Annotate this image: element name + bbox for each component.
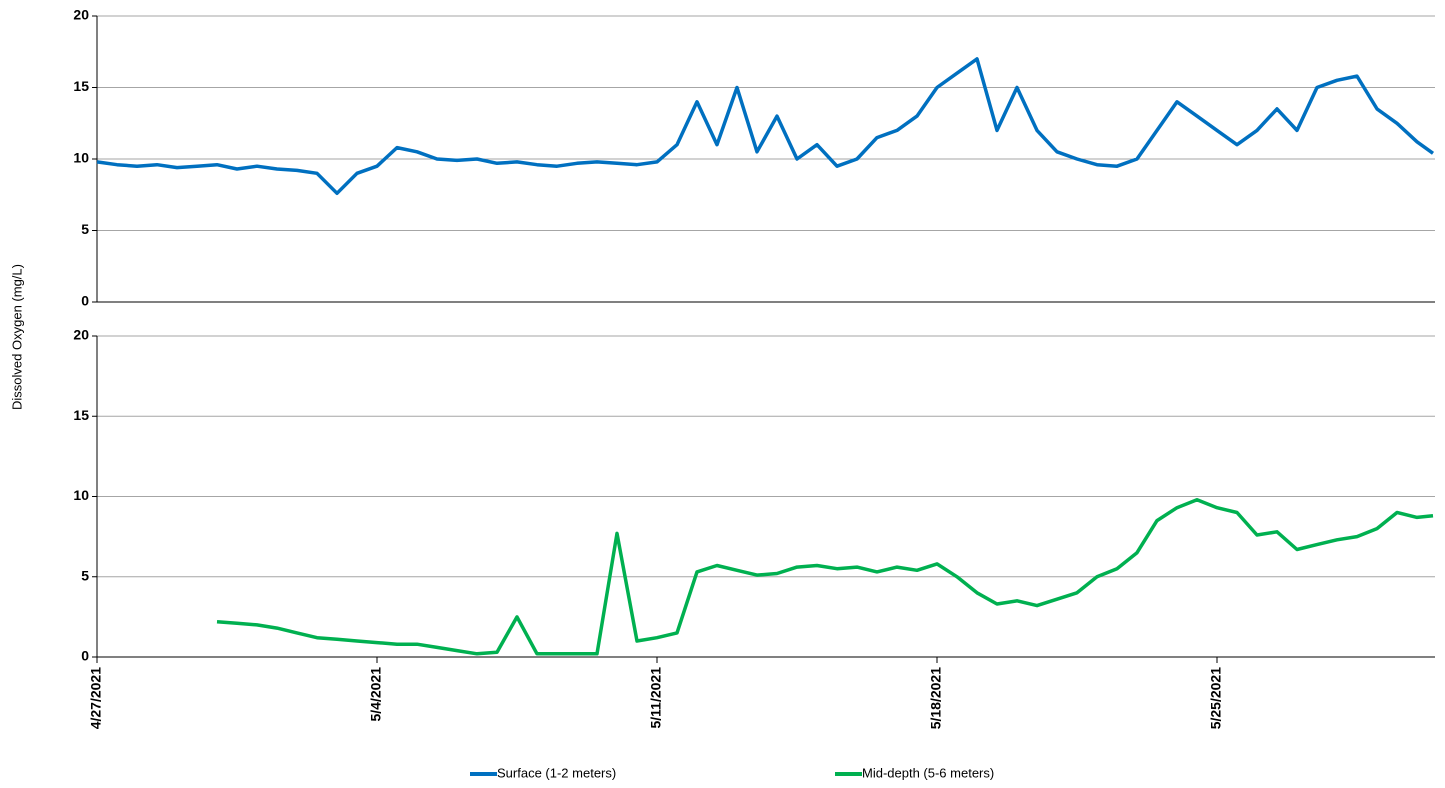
y-tick-label: 10 [73, 487, 89, 503]
y-axis-label: Dissolved Oxygen (mg/L) [9, 264, 24, 410]
y-tick-label: 5 [81, 221, 89, 237]
x-tick-label: 4/27/2021 [88, 667, 104, 729]
x-tick-label: 5/4/2021 [368, 667, 384, 722]
series-line [216, 497, 1434, 656]
y-tick-label: 20 [73, 7, 89, 23]
series-line [96, 57, 1435, 196]
y-tick-label: 0 [81, 293, 89, 309]
x-tick-label: 5/25/2021 [1208, 667, 1224, 729]
y-tick-label: 10 [73, 150, 89, 166]
y-tick-label: 15 [73, 78, 89, 94]
x-tick-label: 5/11/2021 [648, 667, 664, 729]
y-tick-label: 0 [81, 648, 89, 664]
y-tick-label: 5 [81, 567, 89, 583]
y-tick-label: 20 [73, 327, 89, 343]
x-tick-label: 5/18/2021 [928, 667, 944, 729]
y-tick-label: 15 [73, 407, 89, 423]
legend-label: Mid-depth (5-6 meters) [862, 765, 994, 780]
legend-label: Surface (1-2 meters) [497, 765, 616, 780]
